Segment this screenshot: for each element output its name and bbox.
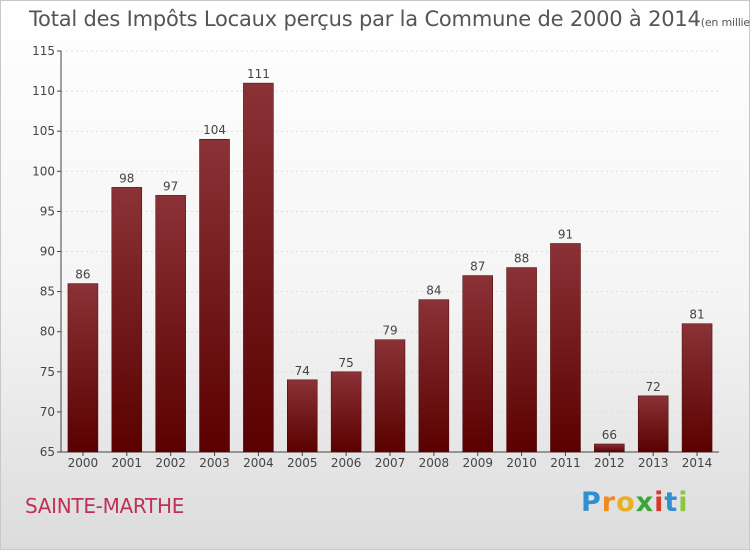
data-label: 79: [382, 324, 397, 338]
axis-layer: 65 70 75 80 85 90 95 100 105 110 115: [32, 44, 719, 459]
proxiti-logo: Proxiti: [581, 487, 689, 518]
x-tick-label: 2005: [287, 456, 318, 470]
data-label: 66: [602, 428, 617, 442]
logo-letter: i: [678, 487, 689, 518]
bar: [330, 371, 362, 453]
bar: [199, 138, 230, 453]
bar: [287, 379, 318, 453]
data-label: 87: [470, 260, 485, 274]
data-label: 74: [295, 364, 310, 378]
y-tick-label: 70: [40, 405, 55, 419]
x-tick-label: 2006: [331, 456, 362, 470]
bar: [681, 323, 713, 453]
bar-layer: [67, 82, 713, 453]
y-tick-label: 95: [40, 204, 55, 218]
data-label: 111: [247, 67, 270, 81]
y-tick-label: 105: [32, 124, 55, 138]
data-label: 88: [514, 252, 529, 266]
data-label: 75: [338, 356, 353, 370]
bar: [111, 187, 143, 453]
y-tick-label: 80: [40, 325, 55, 339]
x-tick-label: 2010: [506, 456, 537, 470]
data-label: 104: [203, 123, 226, 137]
data-label: 84: [426, 284, 441, 298]
data-label: 86: [75, 268, 90, 282]
y-tick-label: 75: [40, 365, 55, 379]
x-tick-label: 2009: [462, 456, 493, 470]
bar: [243, 82, 274, 453]
chart-title-text: Total des Impôts Locaux perçus par la Co…: [29, 7, 701, 31]
bar: [637, 395, 669, 453]
x-tick-label: 2012: [594, 456, 625, 470]
y-tick-label: 85: [40, 285, 55, 299]
x-tick-label: 2011: [550, 456, 581, 470]
bar: [418, 299, 450, 453]
bar: [155, 195, 186, 453]
x-tick-label: 2004: [243, 456, 274, 470]
x-tick-label: 2003: [199, 456, 230, 470]
commune-name: SAINTE-MARTHE: [25, 494, 185, 518]
data-label: 98: [119, 171, 134, 185]
logo-letter: t: [664, 487, 679, 518]
bar: [594, 443, 625, 453]
x-tick-label: 2000: [68, 456, 99, 470]
x-tick-label: 2002: [155, 456, 186, 470]
logo-letter: x: [635, 487, 655, 518]
label-layer: 2000 86 2001 98 2002 97 2003 104 2004 111 2005 74 20…: [68, 67, 713, 470]
x-tick-label: 2014: [682, 456, 713, 470]
y-tick-label: 100: [32, 164, 55, 178]
logo-letter: r: [601, 487, 617, 518]
data-label: 81: [689, 308, 704, 322]
data-label: 91: [558, 227, 573, 241]
logo-letter: i: [654, 487, 665, 518]
y-tick-label: 65: [40, 445, 55, 459]
x-tick-label: 2013: [638, 456, 669, 470]
y-tick-label: 90: [40, 245, 55, 259]
bar: [462, 275, 493, 453]
logo-letter: o: [616, 487, 636, 518]
x-tick-label: 2008: [419, 456, 450, 470]
chart-title: Total des Impôts Locaux perçus par la Co…: [29, 7, 750, 31]
y-tick-label: 115: [32, 44, 55, 58]
x-tick-label: 2001: [112, 456, 143, 470]
x-tick-label: 2007: [375, 456, 406, 470]
data-label: 72: [646, 380, 661, 394]
bar: [67, 283, 99, 453]
bar: [374, 339, 406, 453]
bar: [506, 267, 537, 453]
y-tick-label: 110: [32, 84, 55, 98]
chart-title-unit: (en milliers d'€): [700, 16, 750, 29]
bar: [550, 243, 581, 453]
logo-letter: P: [581, 487, 602, 518]
data-label: 97: [163, 179, 178, 193]
